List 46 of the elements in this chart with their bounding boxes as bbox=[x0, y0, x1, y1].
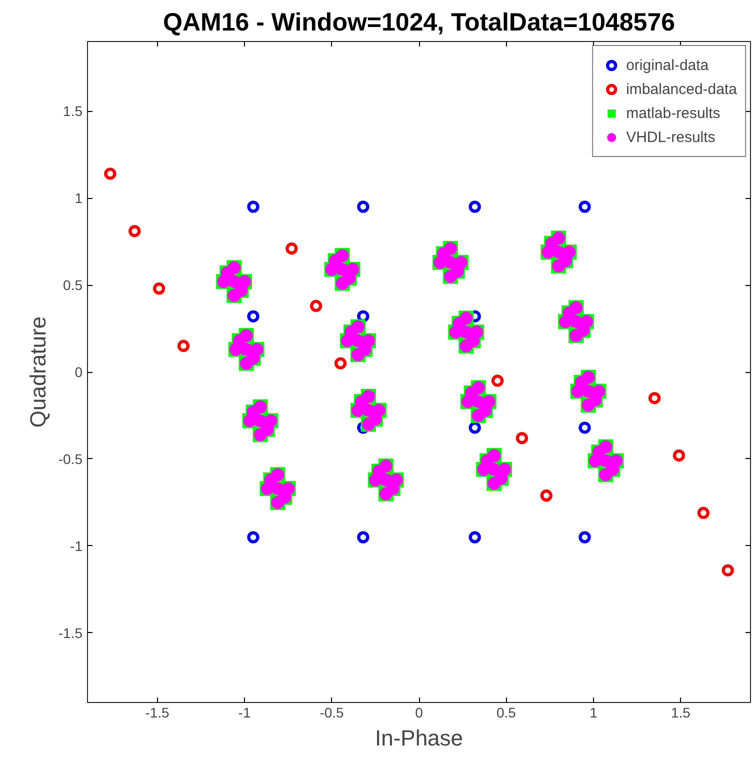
point bbox=[578, 200, 591, 213]
point bbox=[468, 200, 481, 213]
point bbox=[578, 422, 591, 434]
x-axis-title: In-Phase bbox=[374, 726, 464, 750]
point bbox=[722, 564, 734, 576]
y-tick-label: 1 bbox=[74, 190, 83, 206]
y-axis-title: Quadrature bbox=[25, 316, 50, 428]
point bbox=[540, 489, 552, 502]
x-tick-label: 1.5 bbox=[670, 704, 691, 720]
point bbox=[177, 340, 190, 352]
point bbox=[128, 225, 141, 238]
legend-label: VHDL-results bbox=[626, 128, 716, 146]
chart-title: QAM16 - Window=1024, TotalData=1048576 bbox=[162, 8, 676, 36]
point bbox=[247, 310, 260, 322]
point bbox=[247, 531, 260, 544]
point bbox=[491, 374, 504, 387]
legend-label: imbalanced-data bbox=[626, 80, 737, 98]
point bbox=[357, 200, 370, 213]
y-tick-label: 0.5 bbox=[63, 277, 83, 294]
x-tick-label: -0.5 bbox=[320, 704, 344, 720]
legend-label: matlab-results bbox=[626, 104, 720, 122]
x-tick-label: 0 bbox=[415, 704, 424, 720]
point bbox=[104, 168, 116, 180]
point bbox=[648, 392, 661, 404]
legend-label: original-data bbox=[626, 56, 709, 74]
point bbox=[334, 357, 347, 370]
point bbox=[578, 531, 591, 544]
y-tick-label: -0.5 bbox=[58, 450, 83, 467]
point bbox=[152, 282, 166, 295]
x-tick-label: 0.5 bbox=[496, 704, 516, 720]
x-tick-label: -1.5 bbox=[145, 704, 170, 720]
x-tick-label: -1 bbox=[238, 704, 251, 720]
point bbox=[310, 300, 322, 312]
point bbox=[516, 432, 528, 444]
point bbox=[357, 531, 370, 544]
y-tick-label: -1.5 bbox=[58, 624, 83, 641]
point bbox=[697, 506, 710, 519]
point bbox=[286, 242, 298, 255]
y-tick-label: 0 bbox=[74, 364, 83, 380]
point bbox=[672, 449, 686, 462]
x-tick-label: 1 bbox=[590, 704, 598, 720]
y-tick-label: 1.5 bbox=[63, 103, 83, 120]
point bbox=[468, 422, 481, 434]
point bbox=[468, 531, 481, 544]
y-tick-label: -1 bbox=[70, 538, 83, 554]
point bbox=[247, 200, 260, 213]
